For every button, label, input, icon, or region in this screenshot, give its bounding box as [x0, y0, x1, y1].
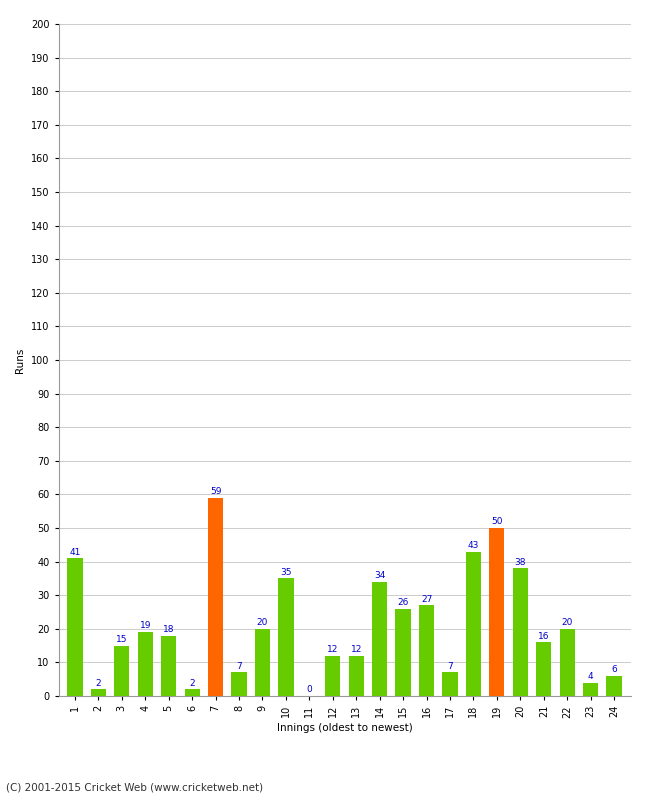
Bar [606, 676, 621, 696]
Bar [395, 609, 411, 696]
Text: 15: 15 [116, 635, 127, 644]
Bar [583, 682, 598, 696]
Text: 50: 50 [491, 518, 502, 526]
Text: 43: 43 [468, 541, 479, 550]
Text: 12: 12 [327, 645, 339, 654]
Bar [325, 656, 341, 696]
Bar [231, 673, 246, 696]
Bar [138, 632, 153, 696]
Text: 20: 20 [257, 618, 268, 627]
Bar [443, 673, 458, 696]
Text: 59: 59 [210, 487, 221, 496]
Bar [114, 646, 129, 696]
Text: 6: 6 [611, 665, 617, 674]
Bar [372, 582, 387, 696]
Bar [91, 690, 106, 696]
Bar [513, 568, 528, 696]
Bar [208, 498, 223, 696]
Text: 26: 26 [397, 598, 409, 607]
Text: 20: 20 [562, 618, 573, 627]
Text: 0: 0 [306, 686, 312, 694]
Text: 2: 2 [189, 678, 195, 687]
Text: 34: 34 [374, 571, 385, 580]
Text: 4: 4 [588, 672, 593, 681]
Text: (C) 2001-2015 Cricket Web (www.cricketweb.net): (C) 2001-2015 Cricket Web (www.cricketwe… [6, 782, 264, 792]
X-axis label: Innings (oldest to newest): Innings (oldest to newest) [277, 723, 412, 733]
Text: 41: 41 [69, 547, 81, 557]
Bar [536, 642, 551, 696]
Bar [560, 629, 575, 696]
Bar [278, 578, 294, 696]
Text: 35: 35 [280, 568, 292, 577]
Text: 38: 38 [515, 558, 526, 566]
Bar [466, 551, 481, 696]
Text: 7: 7 [236, 662, 242, 670]
Y-axis label: Runs: Runs [16, 347, 25, 373]
Bar [255, 629, 270, 696]
Bar [348, 656, 364, 696]
Text: 16: 16 [538, 631, 549, 641]
Text: 2: 2 [96, 678, 101, 687]
Text: 12: 12 [350, 645, 362, 654]
Bar [185, 690, 200, 696]
Bar [419, 606, 434, 696]
Text: 7: 7 [447, 662, 453, 670]
Bar [489, 528, 504, 696]
Bar [161, 635, 176, 696]
Text: 27: 27 [421, 594, 432, 604]
Bar [68, 558, 83, 696]
Text: 18: 18 [163, 625, 174, 634]
Text: 19: 19 [140, 622, 151, 630]
